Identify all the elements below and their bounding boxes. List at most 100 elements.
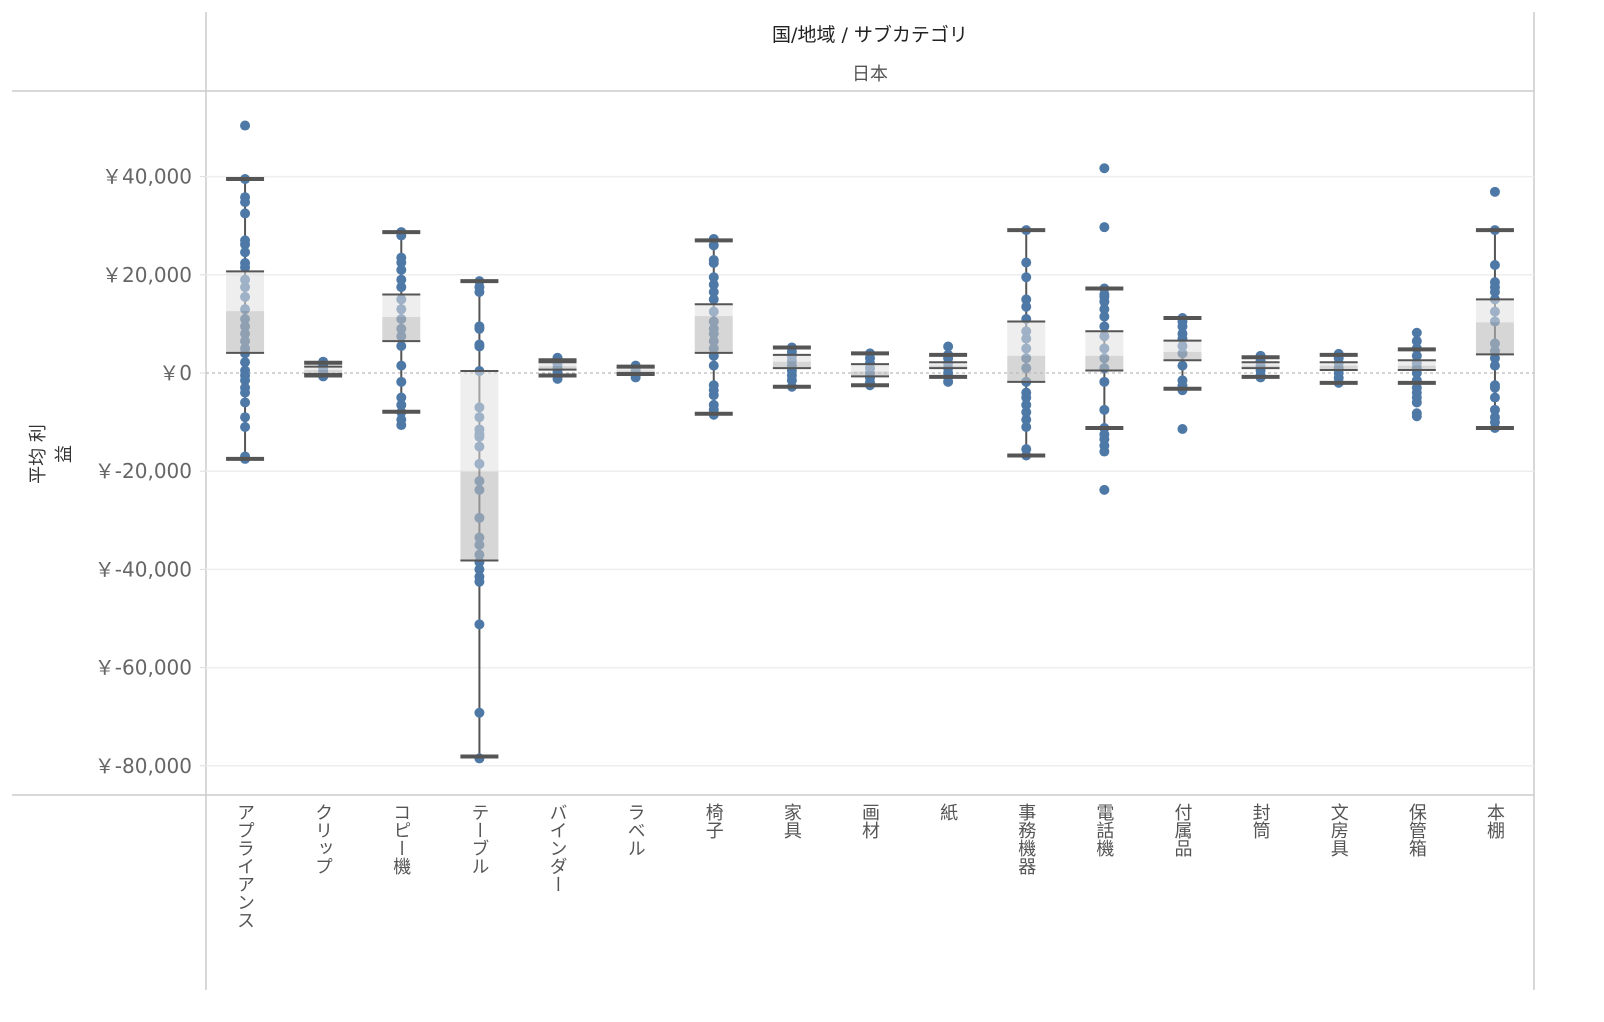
data-point [1021, 414, 1032, 425]
data-point [1411, 336, 1422, 347]
upper-box [929, 362, 968, 366]
data-point [1021, 407, 1032, 418]
data-point [1021, 294, 1032, 305]
lower-box [929, 365, 968, 369]
box-plot-marks [226, 120, 1514, 764]
data-point [240, 357, 251, 368]
data-point [1021, 272, 1032, 283]
data-point [1099, 163, 1110, 174]
upper-box [226, 271, 265, 312]
gridlines [206, 175, 1534, 767]
data-point [240, 375, 251, 386]
data-point [1099, 304, 1110, 315]
box-group-10 [1007, 225, 1046, 461]
upper-box [616, 367, 655, 371]
data-point [240, 262, 251, 273]
data-point [1099, 321, 1110, 332]
upper-box [460, 371, 499, 472]
x-axis-label-13: 封筒 [1249, 803, 1271, 839]
x-axis-label-11: 電話機 [1093, 803, 1115, 857]
data-point [1177, 321, 1188, 332]
data-point [943, 341, 954, 352]
upper-box [538, 362, 577, 367]
x-axis-label-16: 本棚 [1483, 803, 1505, 839]
upper-box [772, 354, 811, 362]
lower-box [1163, 351, 1202, 361]
y-tick-label: ￥0 [159, 361, 192, 385]
lower-box [694, 316, 733, 353]
box-group-14 [1319, 348, 1358, 388]
chart-frame [12, 12, 1535, 990]
data-point [474, 619, 485, 630]
upper-box [1319, 362, 1358, 366]
box-group-3 [460, 276, 499, 764]
lower-box [1085, 355, 1124, 371]
data-point [396, 274, 407, 285]
lower-box [304, 370, 343, 374]
data-point [708, 279, 719, 290]
x-axis-label-0: アプライアンス [234, 803, 256, 929]
data-point [1489, 382, 1500, 393]
data-point [396, 282, 407, 293]
lower-box [460, 471, 499, 561]
box-group-2 [382, 227, 421, 431]
upper-box [1085, 331, 1124, 356]
x-axis-label-6: 椅子 [702, 803, 724, 839]
data-point [1489, 392, 1500, 403]
x-axis-label-10: 事務機器 [1015, 803, 1037, 875]
data-point [396, 340, 407, 351]
data-point [396, 420, 407, 431]
y-axis-ticks: ￥40,000 ￥20,000 ￥0 ￥-20,000 ￥-40,000 ￥-60,000… [95, 165, 206, 778]
box-group-16 [1475, 186, 1514, 433]
data-point [1099, 484, 1110, 495]
data-point [1411, 327, 1422, 338]
data-point [708, 294, 719, 305]
lower-box [382, 317, 421, 342]
data-point [1411, 411, 1422, 422]
x-axis-label-14: 文房具 [1327, 803, 1349, 857]
data-point [474, 564, 485, 575]
data-point [396, 264, 407, 275]
lower-box [226, 311, 265, 353]
upper-box [1397, 360, 1436, 366]
data-point [1411, 397, 1422, 408]
box-group-15 [1397, 327, 1436, 422]
lower-box [1241, 365, 1280, 369]
upper-box [1007, 321, 1046, 356]
data-point [708, 390, 719, 401]
data-point [474, 286, 485, 297]
lower-box [538, 366, 577, 370]
data-point [708, 272, 719, 283]
lower-box [1007, 355, 1046, 382]
box-group-8 [851, 348, 889, 391]
upper-box [382, 294, 421, 318]
data-point [1099, 311, 1110, 322]
data-point [240, 120, 251, 131]
data-point [474, 341, 485, 352]
data-point [1099, 296, 1110, 307]
y-tick-label: ￥-40,000 [95, 557, 192, 581]
x-axis-label-9: 紙 [937, 803, 959, 821]
lower-box [1397, 365, 1436, 371]
data-point [396, 399, 407, 410]
data-point [396, 376, 407, 387]
box-group-12 [1163, 313, 1202, 434]
data-point [474, 707, 485, 718]
x-axis-label-4: バインダー [546, 803, 568, 893]
data-point [1489, 404, 1500, 415]
x-axis-label-5: ラベル [624, 803, 646, 857]
box-group-4 [538, 352, 577, 384]
data-point [708, 360, 719, 371]
x-axis-label-2: コピー機 [390, 803, 412, 875]
data-point [1021, 392, 1032, 403]
data-point [240, 397, 251, 408]
lower-box [1475, 322, 1514, 355]
data-point [240, 239, 251, 250]
data-point [240, 387, 251, 398]
column-header-country: 日本 [852, 64, 888, 85]
box-group-11 [1085, 163, 1124, 495]
data-point [943, 376, 954, 387]
data-point [240, 208, 251, 219]
data-point [1489, 259, 1500, 270]
